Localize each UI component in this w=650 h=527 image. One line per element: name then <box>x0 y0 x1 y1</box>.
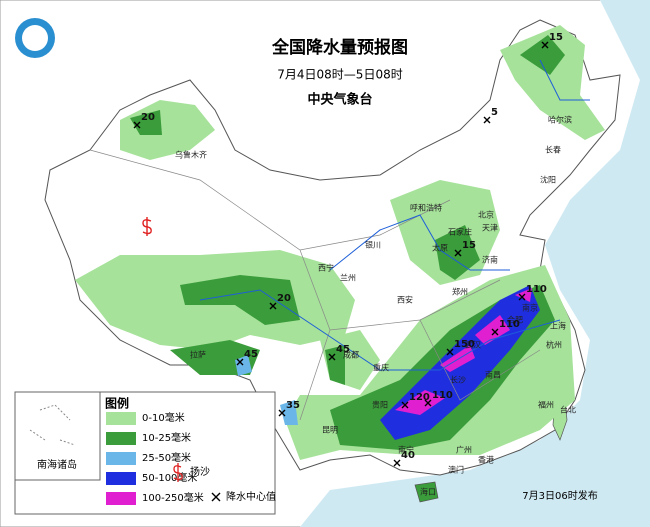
legend-label: 10-25毫米 <box>142 431 191 444</box>
center-mark <box>278 409 286 417</box>
legend-swatch <box>106 472 136 485</box>
legend-swatch <box>106 432 136 445</box>
sand-symbol <box>173 463 183 482</box>
city-label: 乌鲁木齐 <box>175 150 207 160</box>
center-mark <box>454 249 462 257</box>
legend-label: 50-100毫米 <box>142 471 197 484</box>
center-mark <box>401 401 409 409</box>
city-label: 海口 <box>420 487 436 497</box>
inset-islands <box>29 404 76 446</box>
legend-symbol-label: 扬沙 <box>190 465 210 478</box>
legend-label: 100-250毫米 <box>142 491 204 504</box>
center-mark <box>483 116 491 124</box>
city-label: 沈阳 <box>540 175 556 185</box>
logo <box>22 25 48 51</box>
center-mark <box>424 399 432 407</box>
city-label: 石家庄 <box>448 227 472 237</box>
city-label: 贵阳 <box>372 400 388 410</box>
center-value: 120 <box>409 392 430 403</box>
legend-swatch <box>106 412 136 425</box>
city-label: 银川 <box>365 240 381 250</box>
center-mark <box>518 293 526 301</box>
sea <box>300 0 650 527</box>
rain-area <box>130 110 162 135</box>
city-label: 西宁 <box>318 263 334 273</box>
center-value: 150 <box>454 339 475 350</box>
center-mark <box>541 41 549 49</box>
rain-area <box>235 355 252 376</box>
city-label: 福州 <box>538 401 554 410</box>
center-value: 110 <box>432 390 453 401</box>
center-mark <box>446 348 454 356</box>
city-label: 杭州 <box>546 340 562 350</box>
city-label: 北京 <box>478 210 494 220</box>
legend-symbol-label: 降水中心值 <box>226 490 276 503</box>
rain-areas <box>75 25 605 460</box>
hainan <box>414 481 439 503</box>
city-label: 长沙 <box>450 375 466 385</box>
sand-symbol <box>142 217 152 236</box>
city-label: 澳门 <box>448 465 464 475</box>
city-label: 重庆 <box>373 363 389 373</box>
province-borders <box>89 149 541 421</box>
rain-area <box>280 400 298 425</box>
city-label: 济南 <box>482 255 498 265</box>
city-label: 太原 <box>432 243 448 253</box>
legend-swatch <box>106 452 136 465</box>
city-label: 兰州 <box>340 273 356 283</box>
city-label: 广州 <box>456 445 472 455</box>
center-value: 15 <box>549 32 563 43</box>
center-value: 40 <box>401 450 415 461</box>
city-label: 香港 <box>478 455 494 465</box>
rain-area <box>395 390 445 415</box>
issuer: 中央气象台 <box>307 92 372 108</box>
legend-swatch <box>106 492 136 505</box>
city-label: 武汉 <box>465 340 481 350</box>
center-mark <box>491 328 499 336</box>
center-mark <box>328 353 336 361</box>
period: 7月4日08时—5日08时 <box>277 68 402 82</box>
city-label: 台北 <box>560 405 576 415</box>
center-symbol <box>211 492 221 502</box>
city-label: 郑州 <box>452 287 468 297</box>
city-label: 昆明 <box>322 426 338 435</box>
title: 全国降水量预报图 <box>271 37 408 58</box>
inset-label: 南海诸岛 <box>37 458 77 471</box>
center-mark <box>236 358 244 366</box>
center-value: 45 <box>336 344 350 355</box>
footer: 7月3日06时发布 <box>522 489 597 502</box>
legend-label: 0-10毫米 <box>142 411 185 424</box>
center-value: 35 <box>286 400 300 411</box>
city-label: 西安 <box>397 295 413 305</box>
rain-area <box>180 275 300 325</box>
center-mark <box>133 121 141 129</box>
rain-area <box>520 35 565 75</box>
center-value: 20 <box>141 112 155 123</box>
city-label: 南昌 <box>485 370 501 380</box>
center-mark <box>269 302 277 310</box>
inset-box <box>14 391 101 481</box>
city-label: 呼和浩特 <box>410 203 442 213</box>
city-label: 成都 <box>343 350 359 360</box>
center-value: 5 <box>491 107 498 118</box>
city-label: 哈尔滨 <box>548 115 572 125</box>
rivers <box>199 59 590 371</box>
center-value: 15 <box>462 240 476 251</box>
city-label: 合肥 <box>507 315 523 325</box>
center-value: 110 <box>499 319 520 330</box>
center-value: 110 <box>526 284 547 295</box>
center-mark <box>393 459 401 467</box>
city-label: 南京 <box>522 303 538 313</box>
city-label: 长春 <box>545 145 561 155</box>
city-label: 上海 <box>550 321 566 331</box>
city-label: 南宁 <box>398 445 414 455</box>
center-value: 45 <box>244 349 258 360</box>
legend-label: 25-50毫米 <box>142 451 191 464</box>
city-label: 拉萨 <box>190 350 206 360</box>
legend-title: 图例 <box>105 396 129 411</box>
city-label: 天津 <box>482 223 498 233</box>
center-value: 20 <box>277 293 291 304</box>
